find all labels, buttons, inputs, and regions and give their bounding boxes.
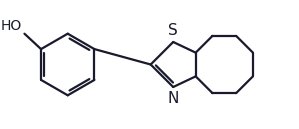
Text: S: S (168, 23, 178, 38)
Text: N: N (167, 91, 179, 106)
Text: HO: HO (1, 18, 22, 33)
